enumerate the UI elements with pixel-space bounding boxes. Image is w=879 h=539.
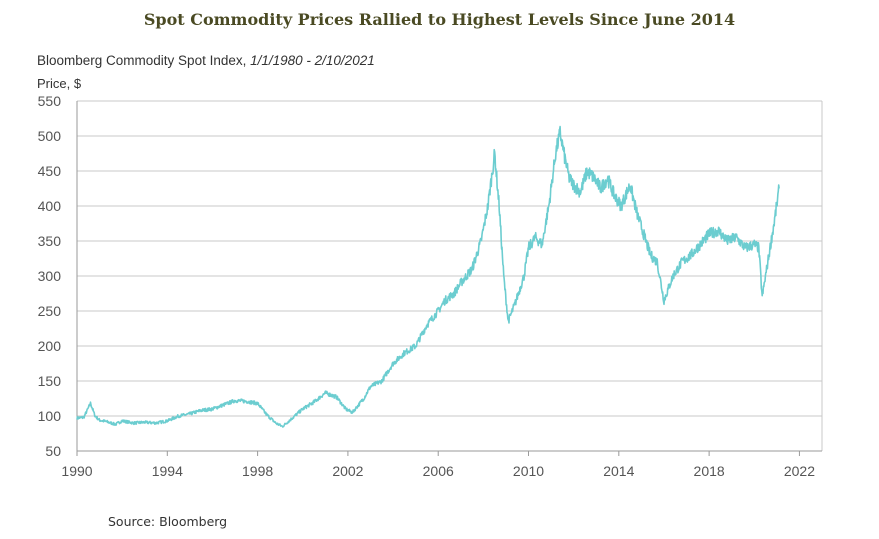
tick-labels: 50 100 150 200 250 300 350 400 450 500 550 1990 1994…	[38, 93, 816, 479]
y-tick-label-400: 400	[38, 198, 62, 214]
y-tick-label-300: 300	[38, 268, 62, 284]
subtitle-text: Bloomberg Commodity Spot Index,	[37, 53, 251, 68]
y-axis-label: Price, $	[37, 76, 82, 91]
y-tick-label-500: 500	[38, 128, 62, 144]
x-tick-label-2002: 2002	[332, 463, 363, 479]
y-tick-label-350: 350	[38, 233, 62, 249]
y-tick-label-250: 250	[38, 303, 62, 319]
x-tick-label-2010: 2010	[513, 463, 544, 479]
x-tick-label-2014: 2014	[603, 463, 634, 479]
x-tick-label-2022: 2022	[784, 463, 815, 479]
subtitle-date-range: 1/1/1980 - 2/10/2021	[250, 53, 375, 68]
axes	[76, 101, 823, 456]
grid-lines	[77, 100, 822, 417]
y-tick-label-150: 150	[38, 373, 62, 389]
y-tick-label-550: 550	[38, 93, 62, 109]
x-tick-label-2018: 2018	[694, 463, 725, 479]
x-tick-label-1998: 1998	[242, 463, 273, 479]
y-tick-label-50: 50	[45, 443, 61, 459]
x-tick-label-2006: 2006	[423, 463, 454, 479]
series-line-0	[76, 125, 780, 428]
y-tick-label-200: 200	[38, 338, 62, 354]
x-tick-label-1990: 1990	[61, 463, 92, 479]
chart-subtitle: Bloomberg Commodity Spot Index, 1/1/1980…	[37, 53, 375, 68]
y-tick-label-450: 450	[38, 163, 62, 179]
x-tick-label-1994: 1994	[152, 463, 183, 479]
series-group	[76, 125, 780, 428]
source-note: Source: Bloomberg	[108, 514, 228, 529]
chart-title: Spot Commodity Prices Rallied to Highest…	[143, 10, 736, 29]
y-tick-label-100: 100	[38, 408, 62, 424]
